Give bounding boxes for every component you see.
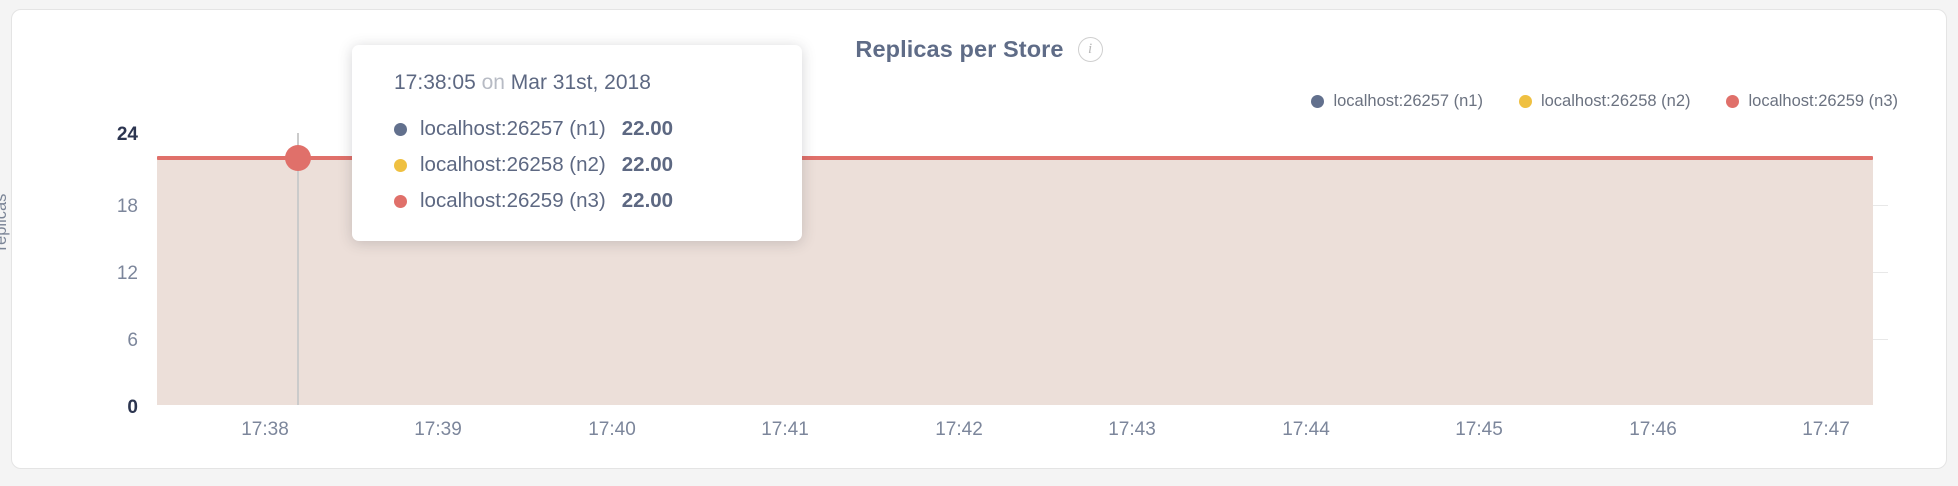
tooltip-swatch-icon (394, 194, 407, 208)
tooltip-on-word: on (481, 71, 505, 94)
x-tick-6: 17:44 (1282, 419, 1330, 440)
legend-swatch-icon (1518, 95, 1532, 108)
tooltip-row-value: 22.00 (621, 189, 674, 212)
x-tick-7: 17:45 (1455, 419, 1503, 440)
tooltip-time: 17:38:05 (394, 71, 476, 94)
tooltip-swatch-icon (394, 122, 407, 136)
legend-item-n3[interactable]: localhost:26259 (n3) (1726, 92, 1898, 111)
x-tick-8: 17:46 (1629, 419, 1677, 440)
x-tick-3: 17:41 (761, 419, 809, 440)
info-icon[interactable]: i (1077, 37, 1103, 62)
x-tick-4: 17:42 (935, 419, 983, 440)
hover-cursor-line (297, 133, 299, 405)
y-tick-24: 24 (116, 124, 138, 145)
tooltip-row: localhost:26259 (n3) 22.00 (352, 183, 802, 219)
legend-item-n2[interactable]: localhost:26258 (n2) (1518, 92, 1691, 111)
y-tick-18: 18 (116, 196, 138, 217)
x-tick-5: 17:43 (1108, 419, 1156, 440)
legend-swatch-icon (1311, 95, 1325, 108)
tooltip-row-value: 22.00 (621, 153, 674, 176)
y-tick-12: 12 (116, 263, 138, 284)
tooltip-swatch-icon (394, 158, 407, 172)
legend-item-n1[interactable]: localhost:26257 (n1) (1311, 92, 1483, 111)
tooltip-row-label: localhost:26257 (n1) (420, 117, 606, 140)
tooltip-date: Mar 31st, 2018 (510, 71, 651, 94)
tooltip-row-value: 22.00 (621, 117, 674, 140)
y-axis-title: replicas (0, 193, 10, 251)
legend-swatch-icon (1726, 95, 1740, 108)
tooltip-row-label: localhost:26259 (n3) (420, 189, 606, 212)
tooltip-row: localhost:26257 (n1) 22.00 (352, 111, 802, 147)
legend-item-label: localhost:26259 (n3) (1748, 92, 1898, 110)
hover-tooltip: 17:38:05 on Mar 31st, 2018 localhost:262… (352, 45, 802, 241)
legend-item-label: localhost:26257 (n1) (1333, 92, 1483, 110)
tooltip-header: 17:38:05 on Mar 31st, 2018 (352, 71, 802, 95)
series-line-n3 (157, 156, 1873, 160)
x-tick-2: 17:40 (588, 419, 636, 440)
x-tick-1: 17:39 (414, 419, 462, 440)
tooltip-row-label: localhost:26258 (n2) (420, 153, 606, 176)
legend-item-label: localhost:26258 (n2) (1540, 92, 1691, 110)
x-tick-9: 17:47 (1802, 419, 1850, 440)
y-tick-0: 0 (127, 397, 138, 418)
hover-point-marker[interactable] (285, 145, 311, 171)
tooltip-row: localhost:26258 (n2) 22.00 (352, 147, 802, 183)
tooltip-rows: localhost:26257 (n1) 22.00 localhost:262… (352, 111, 802, 219)
x-tick-0: 17:38 (241, 419, 289, 440)
y-tick-6: 6 (127, 330, 138, 351)
chart-legend: localhost:26257 (n1) localhost:26258 (n2… (1311, 92, 1898, 111)
